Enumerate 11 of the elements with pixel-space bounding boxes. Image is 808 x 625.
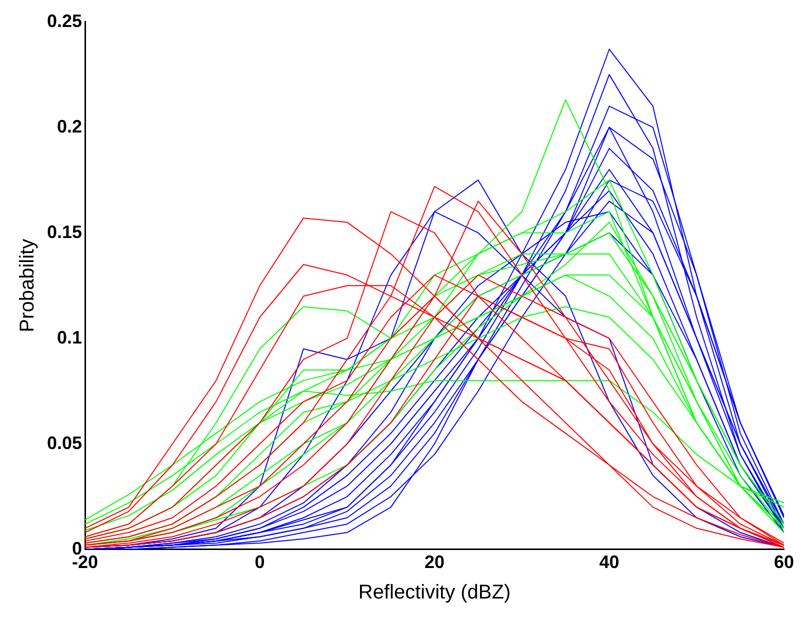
- y-tick-label: 0.25: [46, 10, 82, 31]
- y-tick-label: 0.05: [46, 432, 82, 453]
- x-tick-label: 20: [424, 552, 445, 572]
- x-tick-label: 60: [774, 552, 794, 572]
- y-tick-label: 0.15: [46, 222, 82, 242]
- x-axis-title: Reflectivity (dBZ): [358, 582, 511, 604]
- y-axis-title: Probability: [16, 238, 39, 332]
- y-tick-label: 0.2: [57, 116, 82, 136]
- x-tick-label: 0: [254, 552, 265, 572]
- x-tick-label: 40: [599, 552, 620, 572]
- y-tick-label: 0.1: [57, 327, 82, 348]
